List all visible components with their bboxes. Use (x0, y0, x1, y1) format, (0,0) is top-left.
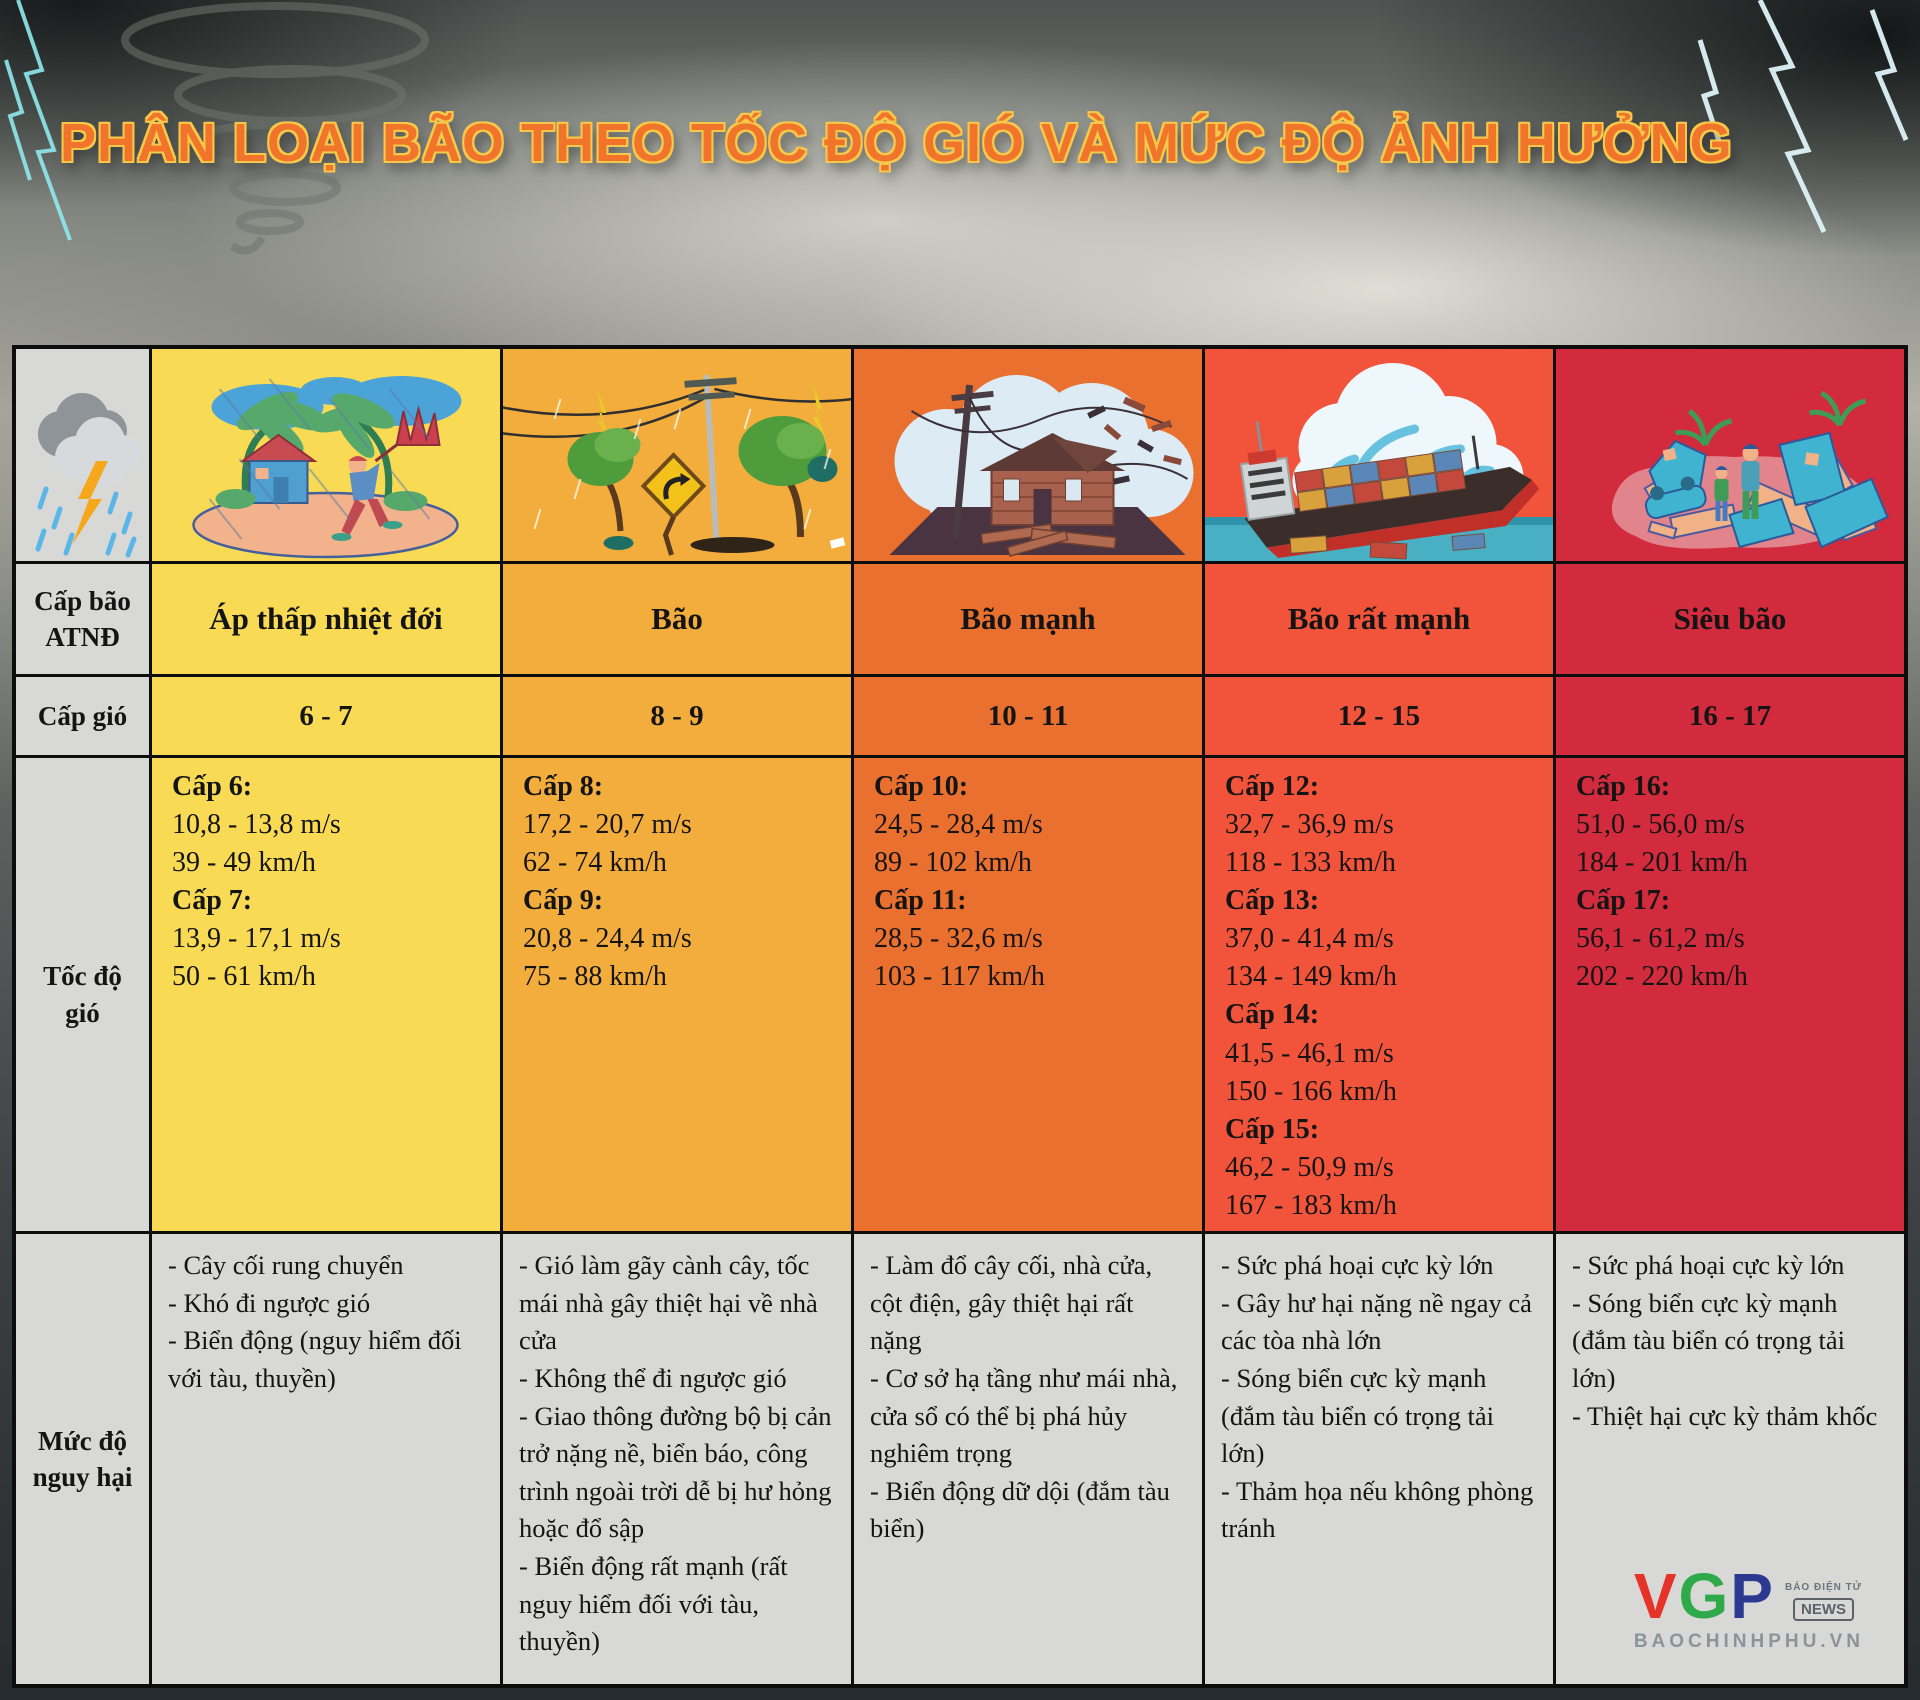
speed-ms: 56,1 - 61,2 m/s (1576, 923, 1745, 955)
danger-item: - Cơ sở hạ tầng như mái nhà, cửa sổ có t… (870, 1362, 1178, 1469)
speed-kmh: 89 - 102 km/h (874, 847, 1032, 879)
speed-level: Cấp 10: (874, 771, 969, 802)
danger-item: - Biển động dữ dội (đắm tàu biển) (870, 1475, 1170, 1544)
wind-level-col4: 12 - 15 (1205, 677, 1553, 755)
danger-item: - Biển động rất mạnh (rất nguy hiểm đối … (519, 1551, 788, 1657)
wind-speed-col3: Cấp 10: 24,5 - 28,4 m/s 89 - 102 km/h Cấ… (854, 758, 1202, 1231)
speed-kmh: 167 - 183 km/h (1225, 1189, 1397, 1221)
vgp-site-url: BAOCHINHPHU.VN (1633, 1631, 1864, 1653)
danger-item: - Sóng biển cực kỳ mạnh (đắm tàu biển có… (1221, 1362, 1495, 1469)
danger-item: - Gió làm gãy cành cây, tốc mái nhà gây … (519, 1250, 818, 1356)
speed-ms: 37,0 - 41,4 m/s (1225, 923, 1394, 955)
category-strong-storm: Bão mạnh (854, 564, 1202, 674)
vgp-letter-g: G (1678, 1560, 1731, 1633)
danger-col4: - Sức phá hoại cực kỳ lớn - Gây hư hại n… (1205, 1234, 1553, 1684)
danger-col1: - Cây cối rung chuyển - Khó đi ngược gió… (152, 1234, 500, 1684)
speed-ms: 20,8 - 24,4 m/s (523, 923, 692, 955)
wind-speed-col5: Cấp 16: 51,0 - 56,0 m/s 184 - 201 km/h C… (1556, 758, 1904, 1231)
speed-kmh: 103 - 117 km/h (874, 961, 1045, 993)
page-title: PHÂN LOẠI BÃO THEO TỐC ĐỘ GIÓ VÀ MỨC ĐỘ … (60, 113, 1733, 173)
danger-col2: - Gió làm gãy cành cây, tốc mái nhà gây … (503, 1234, 851, 1684)
category-tropical-depression: Áp thấp nhiệt đới (152, 564, 500, 674)
speed-kmh: 62 - 74 km/h (523, 847, 667, 879)
danger-col3: - Làm đổ cây cối, nhà cửa, cột điện, gây… (854, 1234, 1202, 1684)
speed-kmh: 150 - 166 km/h (1225, 1075, 1397, 1107)
speed-level: Cấp 17: (1576, 885, 1671, 917)
tropical-depression-scene (152, 349, 500, 561)
strong-storm-damaged-house-scene (854, 349, 1202, 561)
speed-level: Cấp 13: (1225, 885, 1320, 917)
storm-trees-powerline-scene (503, 349, 851, 561)
wind-level-col1: 6 - 7 (152, 677, 500, 755)
wind-speed-col4: Cấp 12: 32,7 - 36,9 m/s 118 - 133 km/h C… (1205, 758, 1553, 1231)
speed-ms: 13,9 - 17,1 m/s (172, 923, 341, 955)
speed-kmh: 118 - 133 km/h (1225, 847, 1396, 879)
danger-item: - Làm đổ cây cối, nhà cửa, cột điện, gây… (870, 1250, 1153, 1356)
wind-speed-col1: Cấp 6: 10,8 - 13,8 m/s 39 - 49 km/h Cấp … (152, 758, 500, 1231)
danger-item: - Biển động (nguy hiểm đối với tàu, thuy… (168, 1325, 462, 1393)
danger-item: - Thảm họa nếu không phòng tránh (1221, 1475, 1534, 1544)
speed-level: Cấp 16: (1576, 771, 1671, 802)
speed-ms: 41,5 - 46,1 m/s (1225, 1037, 1394, 1069)
vgp-letter-v: V (1633, 1560, 1679, 1633)
danger-item: - Sức phá hoại cực kỳ lớn (1221, 1250, 1494, 1280)
vgp-tagline: BÁO ĐIỆN TỬ (1784, 1582, 1863, 1594)
category-super-typhoon: Siêu bão (1556, 564, 1904, 674)
speed-kmh: 39 - 49 km/h (172, 847, 316, 879)
speed-kmh: 50 - 61 km/h (172, 961, 316, 993)
danger-item: - Không thể đi ngược gió (519, 1362, 787, 1393)
danger-item: - Cây cối rung chuyển (168, 1250, 404, 1280)
danger-item: - Thiệt hại cực kỳ thảm khốc (1572, 1400, 1878, 1431)
speed-kmh: 202 - 220 km/h (1576, 961, 1748, 993)
bird-icon (1546, 34, 1600, 46)
category-storm: Bão (503, 564, 851, 674)
wind-speed-col2: Cấp 8: 17,2 - 20,7 m/s 62 - 74 km/h Cấp … (503, 758, 851, 1231)
speed-level: Cấp 6: (172, 771, 253, 802)
row-label-danger: Mức độ nguy hại (16, 1234, 149, 1684)
speed-kmh: 75 - 88 km/h (523, 961, 667, 993)
super-typhoon-destruction-scene (1556, 349, 1904, 561)
wind-level-col2: 8 - 9 (503, 677, 851, 755)
vgp-logo-letters: VGP (1634, 1564, 1775, 1628)
speed-ms: 51,0 - 56,0 m/s (1576, 809, 1745, 841)
speed-level: Cấp 15: (1225, 1113, 1320, 1145)
speed-level: Cấp 8: (523, 771, 604, 802)
storm-classification-table: Cấp bão ATNĐ Áp thấp nhiệt đới Bão Bão m… (12, 345, 1908, 1688)
speed-level: Cấp 12: (1225, 771, 1320, 802)
vgp-news-badge: NEWS (1793, 1597, 1854, 1622)
speed-level: Cấp 9: (523, 885, 604, 917)
danger-item: - Giao thông đường bộ bị cản trở nặng nề… (519, 1400, 832, 1544)
storm-rain-lightning-icon (16, 349, 149, 561)
danger-item: - Sức phá hoại cực kỳ lớn (1572, 1250, 1845, 1280)
speed-ms: 24,5 - 28,4 m/s (874, 809, 1043, 841)
speed-level: Cấp 11: (874, 885, 967, 917)
row-label-wind-level: Cấp gió (16, 677, 149, 755)
danger-item: - Sóng biển cực kỳ mạnh (đắm tàu biển có… (1572, 1287, 1846, 1393)
danger-col5: - Sức phá hoại cực kỳ lớn - Sóng biển cự… (1556, 1234, 1904, 1684)
speed-level: Cấp 7: (172, 885, 253, 917)
row-label-storm-category: Cấp bão ATNĐ (16, 564, 149, 674)
vgp-letter-p: P (1730, 1560, 1775, 1633)
wind-level-col5: 16 - 17 (1556, 677, 1904, 755)
speed-ms: 32,7 - 36,9 m/s (1225, 809, 1394, 841)
giant-wave-cargo-ship-scene (1205, 349, 1553, 561)
speed-ms: 10,8 - 13,8 m/s (172, 809, 341, 841)
speed-ms: 17,2 - 20,7 m/s (523, 809, 692, 841)
row-label-wind-speed: Tốc độ gió (16, 758, 149, 1231)
speed-level: Cấp 14: (1225, 999, 1320, 1031)
speed-kmh: 134 - 149 km/h (1225, 961, 1397, 993)
danger-item: - Khó đi ngược gió (168, 1287, 371, 1318)
speed-ms: 28,5 - 32,6 m/s (874, 923, 1043, 955)
vgp-news-logo: VGP BÁO ĐIỆN TỬ NEWS BAOCHINHPHU.VN (1633, 1564, 1890, 1674)
wind-level-col3: 10 - 11 (854, 677, 1202, 755)
speed-ms: 46,2 - 50,9 m/s (1225, 1151, 1394, 1183)
speed-kmh: 184 - 201 km/h (1576, 847, 1748, 879)
danger-item: - Gây hư hại nặng nề ngay cả các tòa nhà… (1221, 1287, 1532, 1356)
category-very-strong-storm: Bão rất mạnh (1205, 564, 1553, 674)
